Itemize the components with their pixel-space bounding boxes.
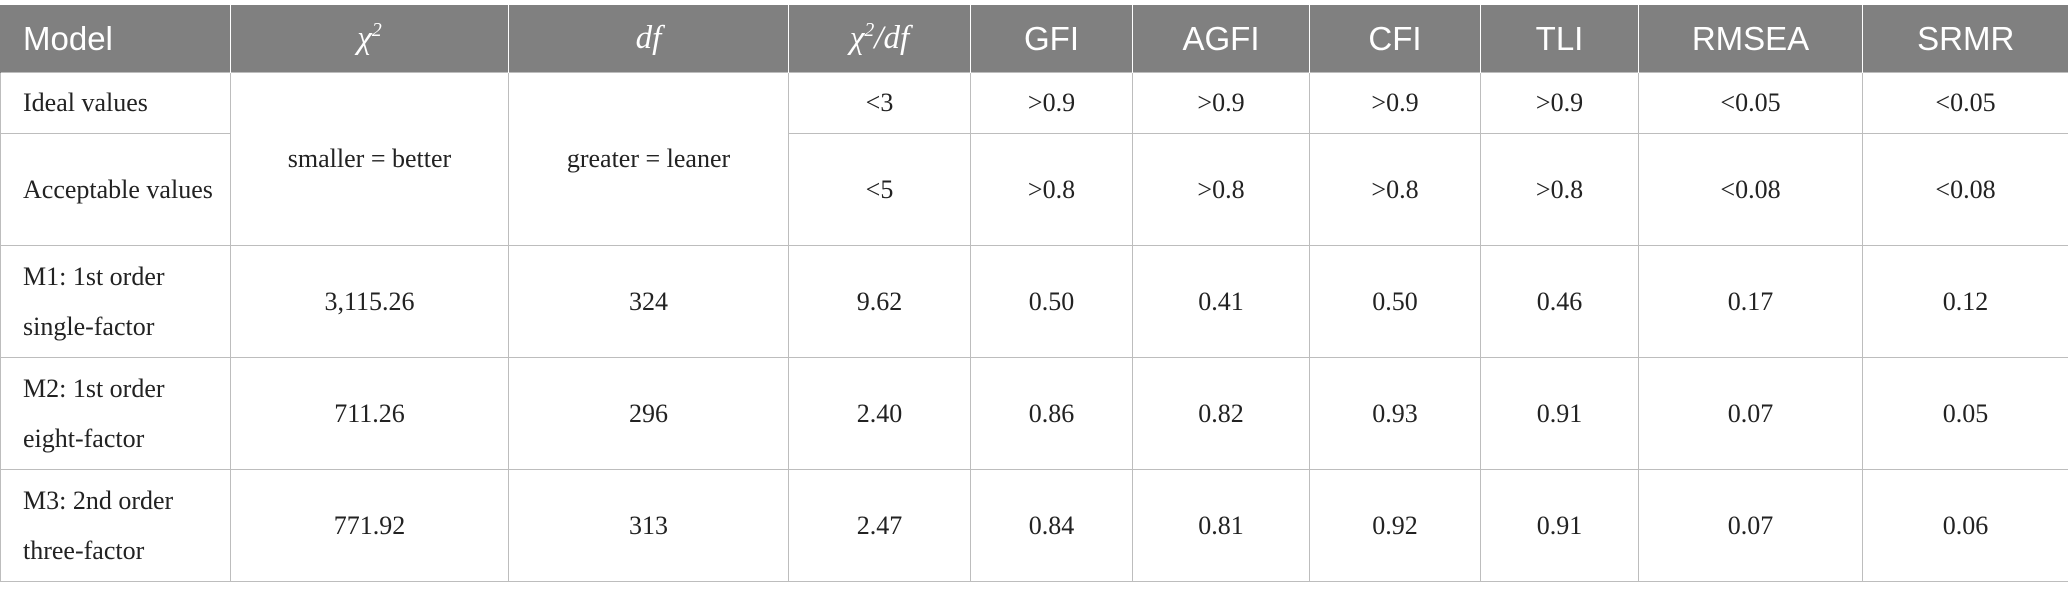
chi2-superscript: 2 (371, 19, 382, 41)
header-cfi: CFI (1309, 5, 1481, 73)
cell-cfi: 0.92 (1309, 469, 1481, 582)
row-label: M3: 2nd order three-factor (0, 469, 231, 582)
chi2df-symbol: χ (849, 20, 865, 56)
header-agfi: AGFI (1132, 5, 1310, 73)
ideal-values-row: Ideal values smaller = better greater = … (0, 72, 2068, 246)
cell-srmr: 0.05 (1862, 357, 2068, 470)
cell-tli: 0.91 (1480, 357, 1639, 470)
model-row: M1: 1st order single-factor 3,115.26 324… (0, 245, 2068, 358)
cell-srmr: 0.12 (1862, 245, 2068, 358)
row-label: M1: 1st order single-factor (0, 245, 231, 358)
cell-tli: 0.91 (1480, 469, 1639, 582)
cell-rmsea: 0.07 (1638, 357, 1863, 470)
chi2df-suffix: /df (874, 20, 910, 56)
cell-gfi: >0.8 (970, 133, 1133, 246)
cell-df: 313 (508, 469, 789, 582)
cell-chi2: 711.26 (230, 357, 509, 470)
chi2df-superscript: 2 (864, 19, 875, 41)
cell-chi2df: <3 (788, 72, 971, 134)
row-label: Ideal values (0, 72, 231, 134)
cell-chi2df: <5 (788, 133, 971, 246)
cell-rmsea: <0.05 (1638, 72, 1863, 134)
chi2-criterion: smaller = better (230, 72, 509, 246)
cell-agfi: >0.9 (1132, 72, 1310, 134)
cell-chi2: 771.92 (230, 469, 509, 582)
header-gfi: GFI (970, 5, 1133, 73)
cell-chi2: 3,115.26 (230, 245, 509, 358)
row-label: Acceptable values (0, 133, 231, 246)
cell-df: 324 (508, 245, 789, 358)
cell-chi2df: 2.40 (788, 357, 971, 470)
cell-agfi: 0.81 (1132, 469, 1310, 582)
cell-cfi: 0.93 (1309, 357, 1481, 470)
cell-rmsea: 0.17 (1638, 245, 1863, 358)
cell-srmr: <0.05 (1862, 72, 2068, 134)
header-srmr: SRMR (1862, 5, 2068, 73)
chi2-symbol: χ (357, 20, 372, 56)
cell-gfi: 0.86 (970, 357, 1133, 470)
cell-chi2df: 9.62 (788, 245, 971, 358)
header-df: df (508, 5, 789, 73)
cell-cfi: >0.8 (1309, 133, 1481, 246)
cell-tli: >0.8 (1480, 133, 1639, 246)
cell-gfi: 0.50 (970, 245, 1133, 358)
row-label: M2: 1st order eight-factor (0, 357, 231, 470)
cell-tli: >0.9 (1480, 72, 1639, 134)
fit-indices-table: Model χ2 df χ2/df GFI AGFI CFI TLI RMSEA… (0, 5, 2068, 582)
cell-df: 296 (508, 357, 789, 470)
model-row: M3: 2nd order three-factor 771.92 313 2.… (0, 469, 2068, 582)
cell-tli: 0.46 (1480, 245, 1639, 358)
cell-gfi: >0.9 (970, 72, 1133, 134)
header-model: Model (0, 5, 231, 73)
cell-agfi: 0.82 (1132, 357, 1310, 470)
cell-cfi: 0.50 (1309, 245, 1481, 358)
cell-rmsea: <0.08 (1638, 133, 1863, 246)
header-row: Model χ2 df χ2/df GFI AGFI CFI TLI RMSEA… (0, 5, 2068, 73)
cell-rmsea: 0.07 (1638, 469, 1863, 582)
header-chi2: χ2 (230, 5, 509, 73)
cell-srmr: <0.08 (1862, 133, 2068, 246)
header-chi2-df: χ2/df (788, 5, 971, 73)
header-tli: TLI (1480, 5, 1639, 73)
header-rmsea: RMSEA (1638, 5, 1863, 73)
cell-agfi: >0.8 (1132, 133, 1310, 246)
df-criterion: greater = leaner (508, 72, 789, 246)
cell-agfi: 0.41 (1132, 245, 1310, 358)
cell-gfi: 0.84 (970, 469, 1133, 582)
cell-chi2df: 2.47 (788, 469, 971, 582)
model-row: M2: 1st order eight-factor 711.26 296 2.… (0, 357, 2068, 470)
cell-srmr: 0.06 (1862, 469, 2068, 582)
cell-cfi: >0.9 (1309, 72, 1481, 134)
